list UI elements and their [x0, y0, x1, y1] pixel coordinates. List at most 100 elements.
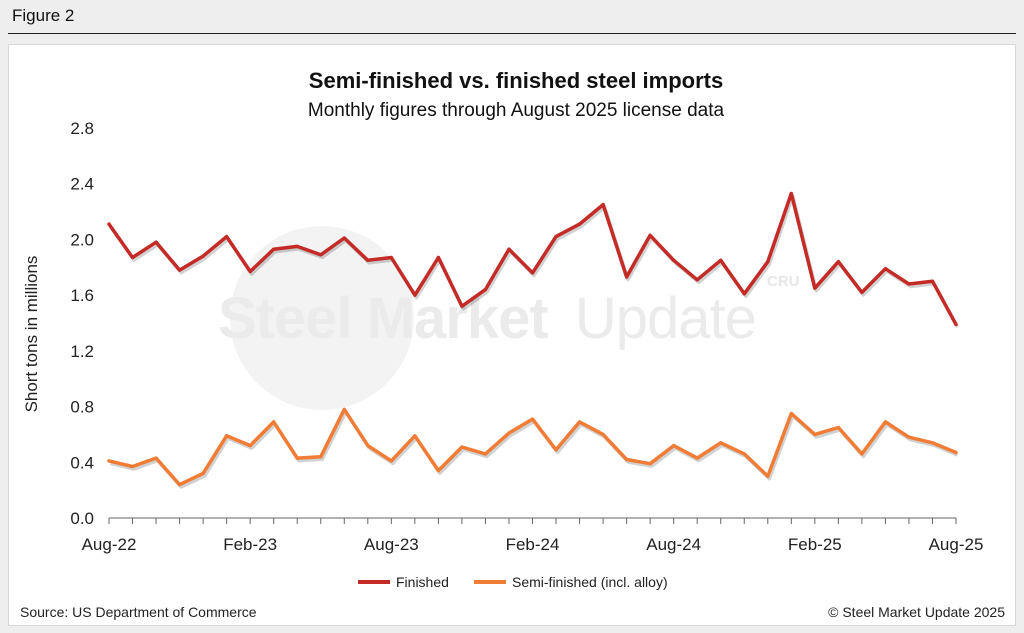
data-point: [954, 450, 958, 455]
data-point: [436, 255, 440, 260]
data-point: [225, 434, 229, 438]
data-point: [295, 244, 299, 248]
data-point: [201, 254, 205, 258]
y-axis-label: Short tons in millions: [22, 256, 41, 413]
data-point: [177, 482, 182, 487]
watermark-badge: CRU: [767, 273, 800, 290]
data-point: [625, 275, 629, 279]
data-point: [248, 269, 252, 274]
chart-title: Semi-finished vs. finished steel imports: [309, 68, 723, 93]
data-point: [389, 255, 393, 260]
data-point: [883, 420, 888, 424]
data-point: [930, 441, 935, 445]
data-point: [672, 443, 676, 448]
x-tick-label: Aug-24: [646, 535, 701, 554]
data-point: [648, 233, 652, 237]
data-point: [577, 222, 582, 226]
data-point: [130, 255, 135, 260]
data-point: [766, 474, 770, 478]
y-tick-label: 1.2: [70, 342, 94, 361]
data-point: [177, 268, 182, 272]
data-point: [342, 407, 346, 411]
data-point: [601, 432, 605, 437]
x-tick-label: Feb-25: [788, 535, 842, 554]
data-point: [695, 456, 699, 460]
source-note: Source: US Department of Commerce: [20, 604, 257, 620]
data-point: [789, 191, 793, 196]
x-tick-label: Aug-25: [929, 535, 984, 554]
x-axis: Aug-22 Feb-23 Aug-23 Feb-24 Aug-24 Feb-25 Aug-…: [82, 517, 984, 554]
data-point: [366, 443, 370, 448]
figure-divider: [8, 33, 1016, 34]
data-point: [813, 432, 817, 437]
data-point: [530, 271, 535, 275]
data-point: [201, 471, 205, 476]
y-axis-ticks: 0.0 0.4 0.8 1.2 1.6 2.0 2.4 2.8: [70, 119, 94, 528]
data-point: [413, 293, 417, 297]
data-point: [789, 411, 793, 416]
data-point: [460, 304, 464, 308]
data-point: [483, 287, 488, 292]
data-point: [554, 448, 558, 452]
data-point: [719, 258, 723, 262]
y-tick-label: 2.8: [70, 119, 94, 138]
data-point: [554, 235, 558, 239]
data-point: [319, 455, 323, 459]
y-tick-label: 2.4: [70, 175, 94, 194]
data-point: [272, 420, 276, 424]
data-point: [248, 443, 252, 448]
data-point: [295, 456, 299, 460]
data-point: [577, 420, 582, 424]
data-point: [483, 452, 488, 456]
chart-subtitle: Monthly figures through August 2025 lice…: [308, 100, 725, 121]
data-point: [225, 235, 229, 239]
x-tick-label: Feb-24: [506, 535, 560, 554]
data-point: [860, 452, 864, 456]
data-point: [413, 434, 417, 438]
series-line-finished-shadow: [109, 194, 960, 328]
legend-label-finished: Finished: [396, 574, 449, 590]
copyright-note: © Steel Market Update 2025: [828, 604, 1005, 620]
watermark-brand: Steel Market Update: [218, 286, 756, 351]
data-point: [342, 236, 346, 240]
y-tick-label: 1.6: [70, 286, 94, 305]
y-tick-label: 0.0: [70, 509, 94, 528]
watermark-circle: [230, 226, 414, 410]
data-point: [389, 459, 393, 463]
data-point: [954, 322, 958, 326]
legend-label-semi: Semi-finished (incl. alloy): [512, 574, 668, 590]
x-tick-label: Aug-22: [82, 535, 137, 554]
data-point: [907, 282, 911, 286]
figure-label: Figure 2: [12, 6, 75, 25]
data-point: [154, 456, 158, 460]
data-point: [319, 253, 323, 257]
data-point: [719, 441, 723, 445]
data-point: [860, 290, 864, 294]
data-point: [507, 247, 511, 251]
data-point: [648, 462, 652, 466]
y-tick-label: 2.0: [70, 230, 94, 249]
data-point: [272, 247, 276, 251]
legend: Finished Semi-finished (incl. alloy): [358, 574, 668, 590]
data-point: [530, 417, 535, 421]
data-point: [366, 258, 370, 262]
data-point: [836, 425, 840, 430]
data-point: [601, 203, 605, 207]
data-point: [625, 457, 629, 462]
data-point: [766, 260, 770, 264]
data-point: [930, 279, 935, 283]
data-point: [130, 464, 135, 469]
data-point: [813, 286, 817, 290]
data-point: [154, 240, 158, 244]
data-point: [107, 222, 111, 226]
data-point: [883, 267, 888, 271]
data-point: [742, 292, 746, 296]
x-tick-label: Aug-23: [364, 535, 419, 554]
data-point: [907, 435, 911, 439]
watermark: Steel Market Update CRU: [218, 226, 800, 410]
data-point: [436, 469, 440, 473]
data-point: [107, 459, 111, 463]
data-point: [695, 278, 699, 282]
y-tick-label: 0.8: [70, 398, 94, 417]
